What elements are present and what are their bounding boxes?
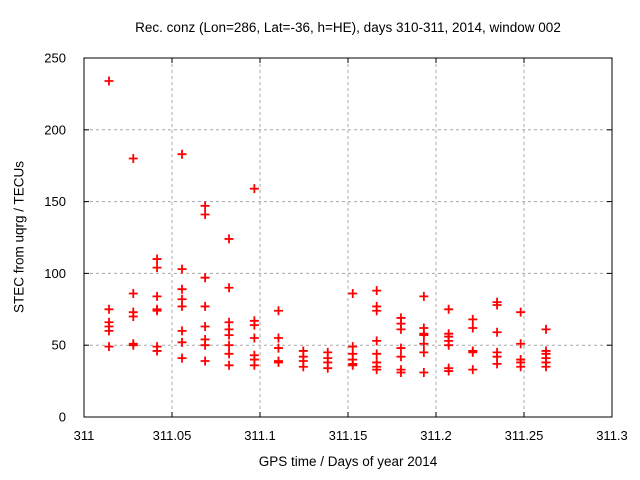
data-point: [516, 339, 526, 349]
data-point: [396, 343, 406, 353]
data-point: [224, 349, 234, 359]
data-point: [372, 306, 382, 316]
data-point: [348, 360, 358, 370]
data-point: [177, 337, 187, 347]
data-point: [152, 346, 162, 356]
data-point: [396, 352, 406, 362]
data-point: [372, 286, 382, 296]
data-point: [348, 289, 358, 299]
data-point: [224, 330, 234, 340]
data-point: [200, 301, 210, 311]
data-point: [468, 314, 478, 324]
y-tick-label: 50: [52, 338, 66, 353]
data-point: [419, 330, 429, 340]
data-point: [104, 76, 114, 86]
y-tick-label: 0: [59, 410, 66, 425]
plot-border: [83, 57, 613, 418]
data-point: [468, 365, 478, 375]
x-tick-label: 311.3: [596, 428, 628, 443]
x-tick-label: 311: [74, 428, 95, 443]
x-axis-label: GPS time / Days of year 2014: [258, 454, 438, 469]
x-tick-label: 311.05: [153, 428, 192, 443]
data-point: [249, 333, 259, 343]
data-point: [249, 184, 259, 194]
data-point: [419, 347, 429, 357]
data-point: [444, 304, 454, 314]
data-point: [152, 263, 162, 273]
data-point: [200, 273, 210, 283]
data-point: [224, 234, 234, 244]
data-point: [468, 323, 478, 333]
x-tick-label: 311.15: [329, 428, 368, 443]
data-point: [104, 326, 114, 336]
data-point: [177, 149, 187, 159]
data-point: [200, 340, 210, 350]
y-tick-label: 250: [44, 51, 66, 66]
data-point: [273, 357, 283, 367]
y-tick-label: 150: [44, 194, 66, 209]
data-point: [224, 283, 234, 293]
data-point: [444, 366, 454, 376]
data-point: [273, 333, 283, 343]
data-point: [396, 324, 406, 334]
data-point: [177, 301, 187, 311]
data-point: [177, 264, 187, 274]
data-point: [177, 326, 187, 336]
chart-title: Rec. conz (Lon=286, Lat=-36, h=HE), days…: [135, 20, 561, 35]
data-point: [372, 349, 382, 359]
data-point: [419, 291, 429, 301]
data-point: [249, 360, 259, 370]
data-point: [372, 365, 382, 375]
data-point: [200, 356, 210, 366]
data-point: [200, 210, 210, 220]
data-point: [224, 360, 234, 370]
data-point: [323, 363, 333, 373]
data-point: [492, 359, 502, 369]
data-point: [516, 362, 526, 372]
data-point: [419, 367, 429, 377]
data-point: [200, 322, 210, 332]
data-point: [492, 327, 502, 337]
data-point: [372, 336, 382, 346]
data-point: [104, 342, 114, 352]
data-point: [128, 289, 138, 299]
data-point: [152, 254, 162, 264]
data-point: [541, 324, 551, 334]
data-point: [468, 347, 478, 357]
x-tick-label: 311.25: [505, 428, 544, 443]
data-point: [152, 291, 162, 301]
data-point: [152, 306, 162, 316]
data-point: [128, 154, 138, 164]
x-tick-label: 311.2: [420, 428, 452, 443]
data-point: [273, 306, 283, 316]
data-point: [273, 343, 283, 353]
data-point: [444, 340, 454, 350]
data-point: [396, 367, 406, 377]
y-tick-label: 100: [44, 266, 66, 281]
data-point: [128, 340, 138, 350]
data-point: [492, 300, 502, 310]
data-point: [419, 339, 429, 349]
data-point: [516, 307, 526, 317]
y-tick-label: 200: [44, 122, 66, 137]
data-point: [128, 311, 138, 321]
x-tick-label: 311.1: [244, 428, 276, 443]
data-point: [177, 353, 187, 363]
y-axis-label: STEC from uqrg / TECUs: [11, 160, 27, 314]
data-point: [177, 284, 187, 294]
data-point: [104, 304, 114, 314]
data-point: [249, 320, 259, 330]
data-point: [298, 362, 308, 372]
data-point: [200, 201, 210, 211]
data-point: [541, 362, 551, 372]
data-point: [224, 340, 234, 350]
